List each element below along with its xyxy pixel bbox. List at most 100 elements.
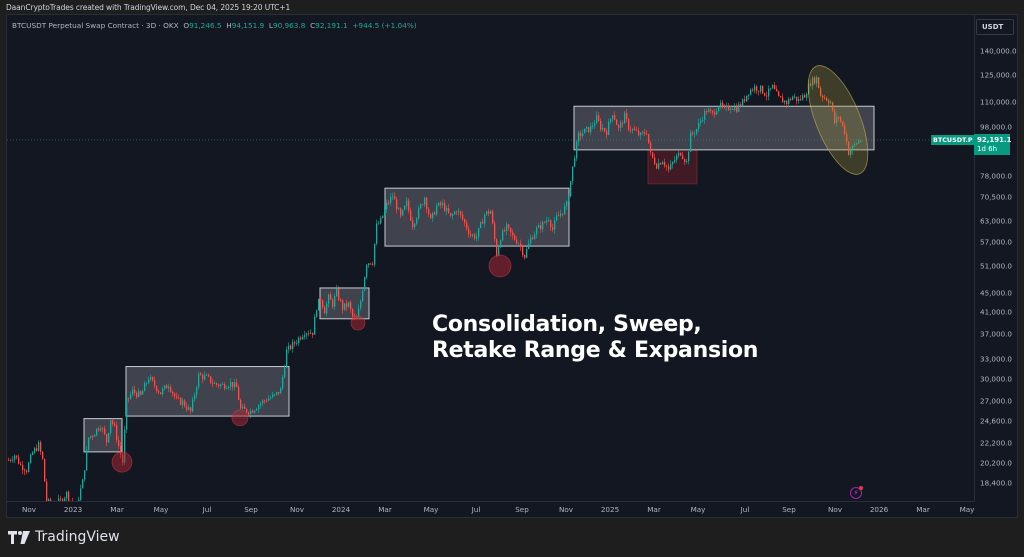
candle-body	[830, 102, 832, 104]
notification-dot	[859, 486, 863, 490]
candle-body	[300, 337, 302, 340]
candle-body	[28, 462, 30, 472]
candle-body	[540, 225, 542, 230]
candle-body	[374, 243, 376, 265]
candle-body	[170, 386, 172, 392]
candle-body	[440, 202, 442, 206]
candle-body	[18, 457, 20, 464]
candle-body	[740, 104, 742, 107]
candle-body	[442, 202, 444, 206]
symbol-title: BTCUSDT Perpetual Swap Contract · 3D · O…	[12, 21, 179, 30]
candle-body	[762, 85, 764, 94]
liquidity-sweep-circle	[111, 451, 133, 473]
candle-body	[680, 152, 682, 156]
candle-body	[348, 302, 350, 307]
candle-body	[254, 410, 256, 413]
price-tick-label: 63,000.0	[980, 216, 1013, 226]
liquidity-sweep-circle	[488, 254, 512, 278]
candle-body	[158, 391, 160, 393]
candle-body	[702, 119, 704, 121]
time-tick-label: Nov	[21, 505, 37, 514]
candle-body	[350, 302, 352, 310]
candle-body	[472, 234, 474, 236]
candle-body	[646, 133, 648, 135]
candle-body	[282, 376, 284, 389]
candle-body	[696, 129, 698, 134]
candle-body	[278, 392, 280, 394]
candle-body	[768, 88, 770, 97]
candle-body	[430, 214, 432, 219]
candle-body	[202, 375, 204, 380]
candle-body	[782, 97, 784, 103]
candle-body	[576, 141, 578, 159]
candle-body	[402, 209, 404, 216]
chart-annotation[interactable]: Consolidation, Sweep, Retake Range & Exp…	[432, 312, 758, 364]
time-tick-label: Mar	[378, 505, 392, 514]
candle-body	[44, 458, 46, 482]
brand-name: TradingView	[35, 529, 120, 545]
candle-body	[562, 213, 564, 215]
candle-body	[426, 197, 428, 209]
candle-body	[392, 196, 394, 198]
candle-body	[346, 303, 348, 307]
time-tick-label: May	[153, 505, 169, 514]
candle-body	[98, 428, 100, 431]
candle-body	[670, 164, 672, 170]
lightning-event-icon[interactable]: ⚡	[850, 486, 863, 499]
price-tick-label: 41,000.0	[980, 307, 1013, 317]
candle-body	[764, 93, 766, 96]
candle-body	[310, 332, 312, 334]
time-axis-divider	[6, 501, 975, 502]
price-tick-label: 110,000.0	[980, 97, 1017, 107]
candle-body	[294, 341, 296, 344]
candle-body	[476, 237, 478, 239]
currency-button[interactable]: USDT	[976, 19, 1014, 35]
candle-body	[492, 211, 494, 224]
candle-body	[372, 264, 374, 266]
candle-body	[450, 213, 452, 216]
candle-body	[172, 391, 174, 394]
candle-body	[260, 403, 262, 406]
candle-body	[744, 99, 746, 102]
candle-body	[234, 382, 236, 388]
breakdown-ellipse	[807, 65, 869, 175]
candle-body	[622, 122, 624, 124]
tradingview-logo-icon	[8, 530, 30, 544]
candle-body	[344, 303, 346, 310]
price-tick-label: 78,000.0	[980, 171, 1013, 181]
candle-body	[618, 125, 620, 128]
candle-body	[124, 429, 126, 463]
candle-body	[332, 299, 334, 307]
candle-body	[422, 204, 424, 206]
candle-body	[588, 126, 590, 133]
candle-body	[832, 102, 834, 111]
candle-body	[760, 85, 762, 92]
candle-body	[216, 383, 218, 385]
candle-body	[852, 145, 854, 151]
candle-body	[616, 119, 618, 126]
candle-body	[780, 96, 782, 98]
candle-body	[700, 120, 702, 123]
candle-body	[594, 123, 596, 126]
candle-body	[592, 125, 594, 127]
candle-body	[140, 391, 142, 395]
candle-body	[686, 161, 688, 162]
candle-body	[240, 399, 242, 409]
candle-body	[74, 503, 75, 504]
candle-body	[628, 119, 630, 130]
candle-body	[378, 223, 380, 225]
candle-body	[752, 89, 754, 91]
candle-body	[194, 394, 196, 400]
candle-body	[754, 86, 756, 91]
candle-body	[546, 220, 548, 223]
candle-body	[506, 224, 508, 232]
candle-body	[500, 240, 502, 248]
candle-body	[632, 128, 634, 131]
candle-body	[538, 225, 540, 228]
chart-panel[interactable]	[6, 14, 1018, 518]
time-tick-label: Mar	[647, 505, 661, 514]
candle-body	[652, 152, 654, 158]
candle-body	[674, 159, 676, 163]
candle-body	[796, 96, 798, 101]
